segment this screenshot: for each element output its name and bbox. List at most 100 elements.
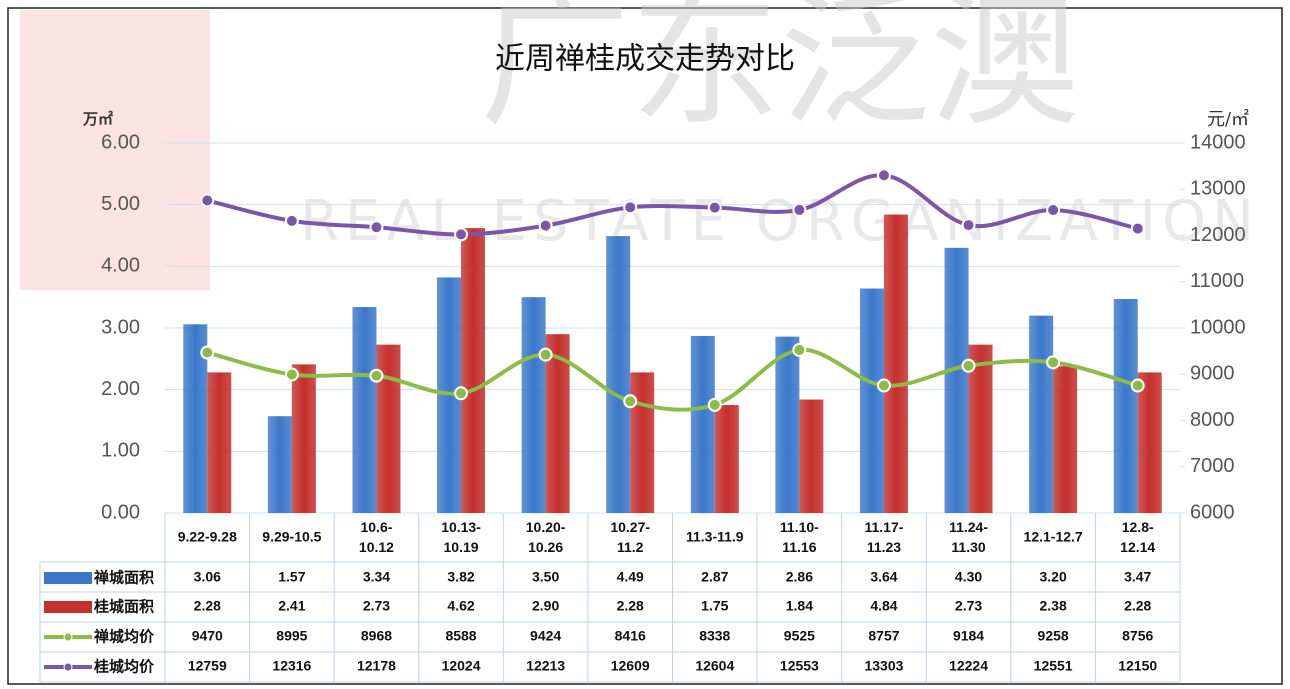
- line-marker: [792, 342, 807, 357]
- bar: [461, 228, 486, 513]
- x-tick-label: 9.22-9.28: [178, 529, 237, 545]
- bar: [1137, 372, 1162, 513]
- bar: [968, 344, 993, 513]
- y2-tick-label: 12000: [1190, 224, 1246, 246]
- y2-tick-label: 10000: [1190, 316, 1246, 338]
- watermark: 广东泛澳 REAL ESTATE ORGANIZATION: [20, 0, 1260, 290]
- bar: [352, 307, 377, 513]
- legend-swatch: [44, 572, 92, 584]
- table-cell: 12224: [949, 658, 988, 674]
- y2-tick-label: 6000: [1190, 501, 1235, 523]
- legend-label: 桂城面积: [93, 598, 154, 616]
- table-cell: 4.49: [617, 569, 644, 585]
- table-cell: 3.50: [532, 569, 559, 585]
- x-tick-label: 11.24- 11.30: [949, 519, 988, 555]
- table-cell: 3.82: [447, 569, 474, 585]
- legend-label: 禅城均价: [93, 628, 155, 646]
- x-tick-line: 10.6-: [360, 519, 392, 535]
- line-marker: [1046, 203, 1061, 218]
- table-cell: 8416: [615, 628, 646, 644]
- x-tick-line: 10.13-: [441, 519, 481, 535]
- table-cell: 12213: [526, 658, 565, 674]
- y-tick-label: 0.00: [101, 501, 140, 523]
- table-cell: 1.75: [701, 598, 728, 614]
- line-marker: [538, 347, 553, 362]
- line-marker: [1130, 221, 1145, 236]
- line-marker: [1046, 355, 1061, 370]
- watermark-logo: [20, 10, 210, 290]
- line-marker: [454, 386, 469, 401]
- x-tick-line: 11.16: [782, 539, 816, 555]
- table-cell: 1.57: [278, 569, 305, 585]
- x-tick-label: 9.29-10.5: [262, 529, 321, 545]
- x-tick-label: 10.20- 10.26: [526, 519, 566, 555]
- line-marker: [538, 218, 553, 233]
- legend-swatch: [44, 601, 92, 613]
- table-cell: 9424: [530, 628, 561, 644]
- x-tick-line: 10.19: [444, 539, 479, 555]
- table-cell: 2.87: [701, 569, 728, 585]
- line-marker: [961, 218, 976, 233]
- line-marker: [200, 345, 215, 360]
- table-cell: 12150: [1118, 658, 1157, 674]
- table-cell: 3.34: [363, 569, 390, 585]
- table-cell: 9184: [953, 628, 984, 644]
- table-cell: 4.62: [447, 598, 474, 614]
- line-marker: [707, 397, 722, 412]
- line-marker: [707, 200, 722, 215]
- x-tick-line: 11.24-: [949, 519, 988, 535]
- table-cell: 2.38: [1040, 598, 1067, 614]
- bar: [606, 236, 631, 513]
- bar: [714, 405, 739, 513]
- table-cell: 3.64: [870, 569, 897, 585]
- line-marker: [1130, 378, 1145, 393]
- x-tick-label: 12.8- 12.14: [1120, 519, 1155, 555]
- table-cell: 2.73: [955, 598, 982, 614]
- table-cell: 8968: [361, 628, 392, 644]
- line: [206, 173, 1139, 237]
- table-cell: 12551: [1034, 658, 1073, 674]
- y2-tick-label: 14000: [1190, 131, 1246, 153]
- bar: [207, 372, 232, 513]
- y2-tick-label: 7000: [1190, 455, 1235, 477]
- table-cell: 2.73: [363, 598, 390, 614]
- table-cell: 2.41: [278, 598, 305, 614]
- x-tick-line: 12.14: [1120, 539, 1155, 555]
- table-cell: 8995: [276, 628, 307, 644]
- line-marker: [792, 202, 807, 217]
- line-marker: [961, 358, 976, 373]
- bar: [545, 334, 570, 513]
- y2-axis-label: 元/㎡: [1207, 108, 1249, 130]
- line-marker: [876, 168, 891, 183]
- table-cell: 8757: [868, 628, 899, 644]
- x-tick-line: 10.27-: [610, 519, 650, 535]
- x-tick-line: 10.12: [359, 539, 394, 555]
- bar: [1113, 299, 1138, 513]
- table-cell: 2.90: [532, 598, 559, 614]
- x-tick-line: 10.20-: [526, 519, 566, 535]
- x-tick-line: 11.17-: [864, 519, 903, 535]
- table-cell: 4.30: [955, 569, 982, 585]
- table-cell: 12553: [780, 658, 819, 674]
- table-cell: 2.86: [786, 569, 813, 585]
- table-cell: 12604: [695, 658, 734, 674]
- legend-swatch: [63, 632, 73, 642]
- line-marker: [876, 378, 891, 393]
- table-cell: 9470: [192, 628, 223, 644]
- line-marker: [623, 394, 638, 409]
- bar: [630, 372, 655, 513]
- watermark-text: REAL ESTATE ORGANIZATION: [300, 189, 1260, 254]
- x-tick-line: 10.26: [528, 539, 563, 555]
- bar: [521, 297, 546, 513]
- x-tick-line: 11.23: [867, 539, 901, 555]
- table-cell: 9525: [784, 628, 815, 644]
- y-axis-label: 万㎡: [82, 110, 113, 128]
- x-tick-label: 11.3-11.9: [686, 529, 744, 545]
- y2-tick-label: 13000: [1190, 178, 1246, 200]
- x-tick-label: 12.1-12.7: [1024, 529, 1083, 545]
- watermark-text: 广东泛澳: [480, 0, 1080, 147]
- table-cell: 2.28: [1124, 598, 1151, 614]
- x-tick-label: 10.6- 10.12: [359, 519, 394, 555]
- table-cell: 2.28: [194, 598, 221, 614]
